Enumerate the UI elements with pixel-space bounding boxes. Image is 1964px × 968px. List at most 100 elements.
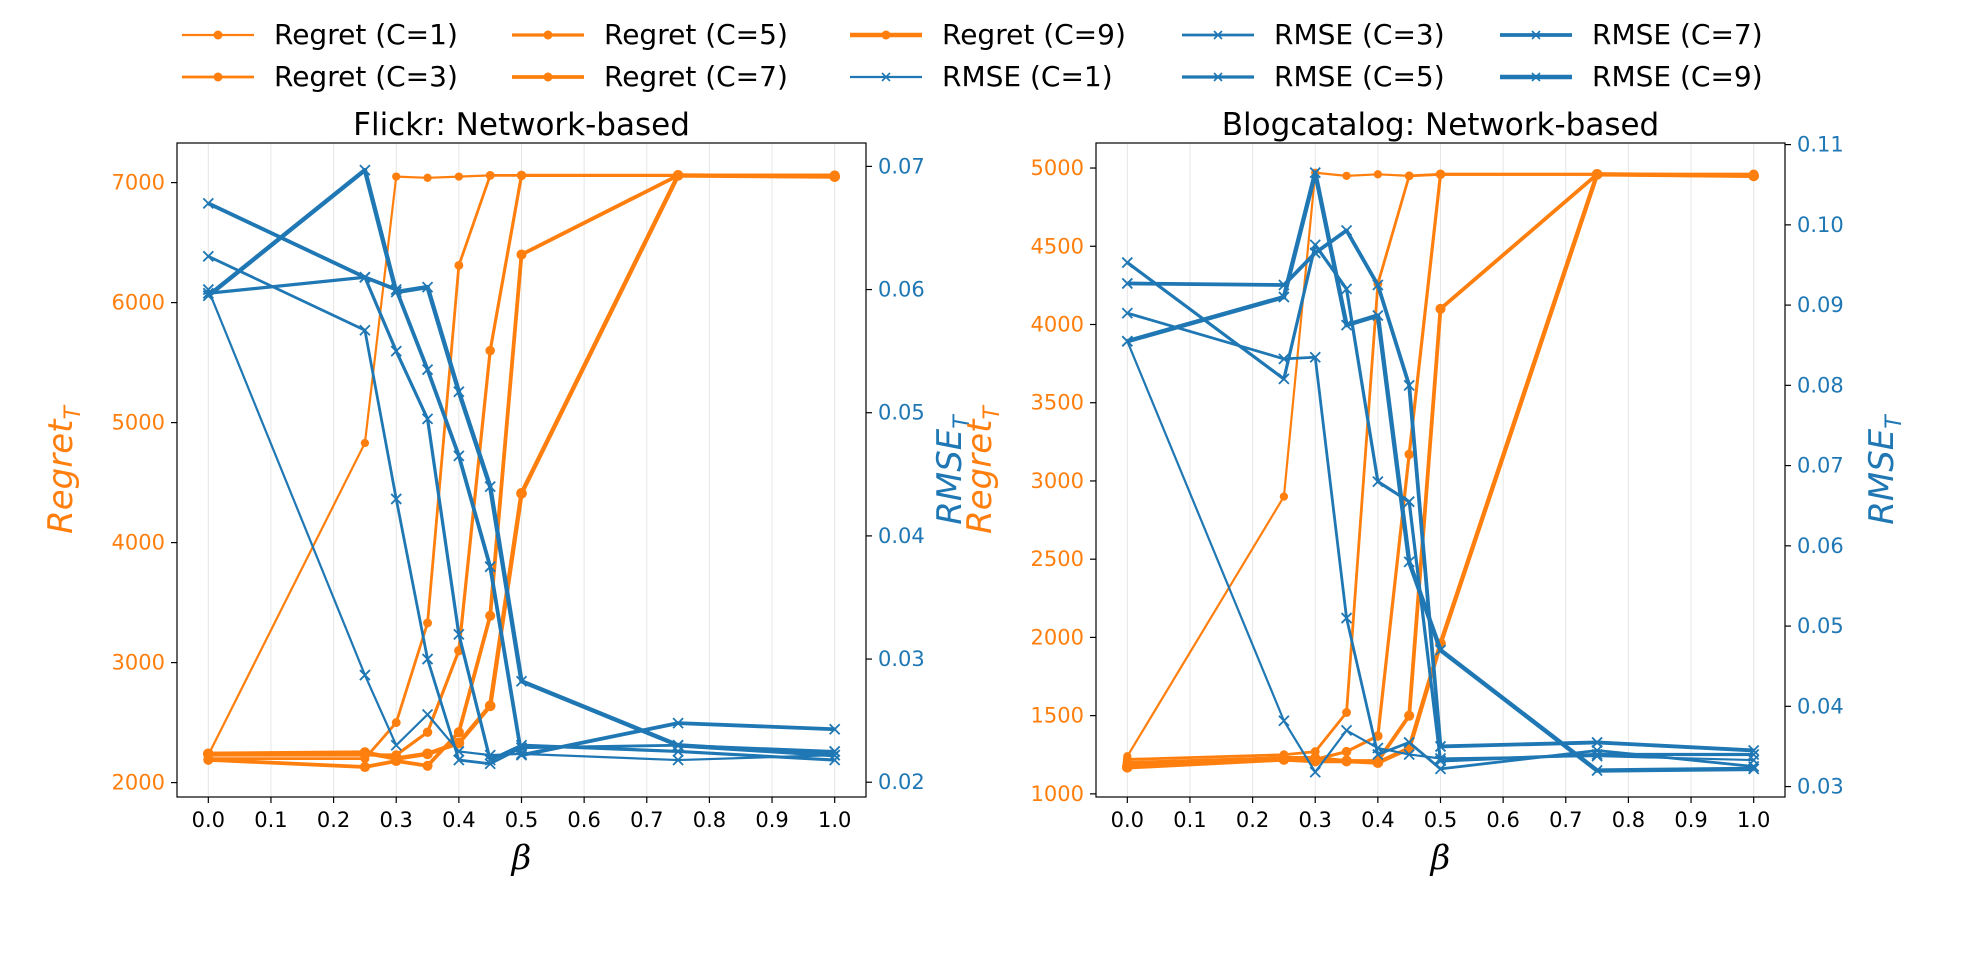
- data-point: [359, 747, 371, 758]
- y-left-tick-label: 2500: [1031, 547, 1084, 571]
- x-tick-label: 0.9: [1674, 808, 1707, 832]
- data-point: [359, 761, 370, 773]
- legend-item-regret-c-9: Regret (C=9): [848, 18, 1126, 51]
- data-point: [1309, 755, 1321, 767]
- data-point: [515, 749, 528, 761]
- y-right-tick-label: 0.06: [878, 278, 925, 302]
- legend-swatch-icon: [1500, 71, 1572, 82]
- data-point: [1372, 309, 1384, 322]
- chart-legend: Regret (C=1) Regret (C=3) Regret (C=5) Regr…: [180, 18, 1780, 108]
- data-point: [1748, 170, 1760, 182]
- data-point: [1373, 170, 1383, 179]
- data-point: [423, 618, 432, 628]
- data-point: [1404, 449, 1414, 460]
- data-point: [484, 480, 496, 493]
- x-tick-label: 0.2: [1236, 808, 1269, 832]
- y-right-tick-label: 0.07: [878, 154, 925, 178]
- data-point: [422, 748, 433, 760]
- data-point: [1591, 748, 1603, 761]
- data-point: [672, 739, 684, 751]
- x-tick-label: 1.0: [818, 808, 851, 832]
- data-point: [202, 290, 214, 302]
- data-point: [1591, 764, 1603, 777]
- data-point: [423, 173, 432, 182]
- data-point: [421, 281, 434, 293]
- data-point: [1434, 740, 1447, 753]
- data-point: [1340, 319, 1353, 331]
- data-point: [1435, 303, 1446, 314]
- data-point: [421, 653, 434, 665]
- data-point: [391, 718, 401, 728]
- data-point: [202, 250, 214, 262]
- y-right-tick-label: 0.06: [1797, 534, 1844, 558]
- y-left-tick-label: 2000: [112, 771, 165, 795]
- y-left-axis-label: RegretT: [41, 405, 86, 534]
- x-tick-label: 0.5: [1424, 808, 1457, 832]
- data-point: [390, 345, 402, 357]
- y-right-tick-label: 0.10: [1797, 213, 1844, 237]
- y-left-tick-label: 6000: [112, 291, 165, 315]
- x-tick-label: 0.7: [1549, 808, 1582, 832]
- data-point: [516, 488, 527, 499]
- x-axis-label: β: [1429, 838, 1451, 878]
- data-point: [1591, 736, 1603, 749]
- data-point: [829, 723, 841, 735]
- y-right-tick-label: 0.03: [1797, 775, 1844, 799]
- data-point: [1340, 224, 1353, 237]
- data-point: [1591, 168, 1603, 180]
- legend-swatch-icon: [850, 30, 922, 39]
- data-point: [484, 700, 496, 712]
- legend-swatch-icon: [1182, 71, 1254, 82]
- data-point: [1340, 724, 1353, 737]
- data-point: [202, 748, 214, 760]
- legend-item-rmse-c-5: RMSE (C=5): [1180, 60, 1445, 93]
- series-rmse-c-9: [1121, 167, 1760, 777]
- legend-label: RMSE (C=5): [1274, 60, 1445, 93]
- y-left-tick-label: 2000: [1031, 625, 1084, 649]
- x-tick-label: 0.6: [567, 808, 600, 832]
- data-point: [672, 754, 684, 766]
- data-point: [1403, 556, 1415, 568]
- data-point: [1278, 373, 1290, 385]
- y-right-tick-label: 0.07: [1797, 454, 1844, 478]
- series-rmse-c-9: [202, 164, 841, 761]
- legend-label: RMSE (C=1): [942, 60, 1113, 93]
- legend-swatch-icon: [1182, 29, 1254, 40]
- data-point: [1309, 351, 1321, 363]
- data-point: [1278, 754, 1290, 765]
- chart-panel-flickr: 0.0 0.1 0.2 0.3 0.4 0.5 0.6 0.7 0.8 0.9 1.0 2000 300…: [41, 107, 975, 878]
- data-point: [1434, 763, 1447, 775]
- y-left-tick-label: 3500: [1031, 391, 1084, 415]
- data-point: [1340, 283, 1353, 295]
- legend-item-regret-c-3: Regret (C=3): [180, 60, 458, 93]
- data-point: [453, 450, 465, 462]
- y-right-tick-label: 0.11: [1797, 133, 1844, 157]
- y-left-tick-label: 1500: [1031, 704, 1084, 728]
- data-point: [360, 438, 370, 448]
- x-tick-label: 0.3: [1299, 808, 1332, 832]
- y-left-axis-label: RegretT: [960, 405, 1005, 534]
- x-tick-label: 0.1: [254, 808, 287, 832]
- data-point: [1372, 748, 1384, 761]
- data-point: [1403, 496, 1415, 508]
- legend-swatch-icon: [182, 30, 254, 39]
- legend-label: RMSE (C=3): [1274, 18, 1445, 51]
- data-point: [1341, 755, 1352, 767]
- legend-item-regret-c-5: Regret (C=5): [510, 18, 788, 51]
- data-point: [515, 675, 528, 687]
- series-regret-c-9: [1121, 168, 1760, 773]
- y-left-tick-label: 4500: [1031, 234, 1084, 258]
- legend-swatch-icon: [512, 30, 584, 39]
- data-point: [1341, 746, 1352, 757]
- data-point: [484, 561, 496, 573]
- x-tick-label: 0.7: [630, 808, 663, 832]
- data-point: [1121, 761, 1133, 773]
- data-point: [1434, 644, 1447, 656]
- x-tick-label: 0.3: [380, 808, 413, 832]
- legend-item-rmse-c-1: RMSE (C=1): [848, 60, 1113, 93]
- data-point: [421, 413, 434, 425]
- y-left-tick-label: 5000: [1031, 156, 1084, 180]
- x-tick-label: 0.8: [1612, 808, 1645, 832]
- data-point: [454, 260, 464, 270]
- data-point: [1342, 708, 1351, 717]
